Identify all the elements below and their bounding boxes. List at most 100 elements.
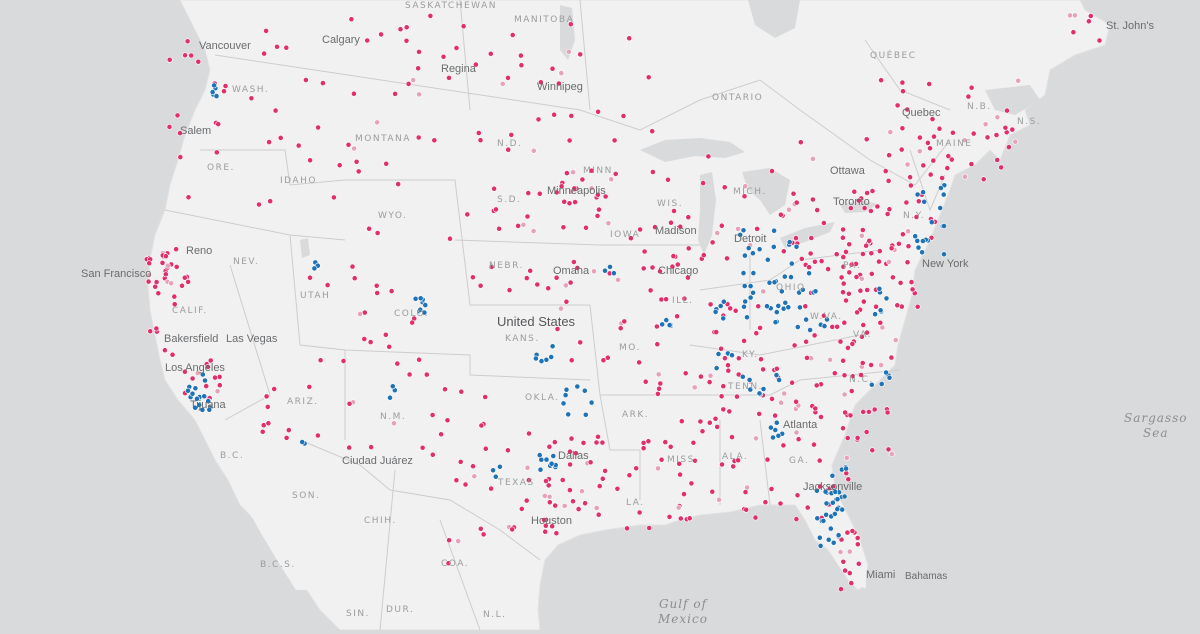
city-minneapolis[interactable]: Minneapolis: [547, 185, 606, 197]
location-dot[interactable]: [567, 487, 573, 493]
location-dot[interactable]: [568, 113, 575, 119]
location-dot[interactable]: [838, 274, 845, 281]
location-dot[interactable]: [1070, 29, 1077, 36]
location-dot[interactable]: [909, 286, 916, 293]
location-dot[interactable]: [496, 225, 502, 232]
location-dot[interactable]: [438, 431, 444, 438]
location-dot[interactable]: [900, 88, 906, 95]
location-dot[interactable]: [527, 267, 534, 274]
location-dot[interactable]: [201, 393, 208, 400]
location-dot[interactable]: [756, 246, 763, 253]
location-dot[interactable]: [773, 309, 780, 315]
location-dot[interactable]: [777, 500, 784, 507]
location-dot[interactable]: [471, 473, 478, 480]
location-dot[interactable]: [658, 456, 665, 463]
location-dot[interactable]: [159, 259, 166, 266]
location-dot[interactable]: [417, 306, 424, 313]
location-dot[interactable]: [882, 168, 889, 174]
location-dot[interactable]: [869, 447, 876, 454]
location-dot[interactable]: [790, 190, 797, 197]
location-dot[interactable]: [657, 380, 664, 387]
location-dot[interactable]: [899, 79, 906, 86]
location-dot[interactable]: [184, 38, 191, 45]
location-dot[interactable]: [636, 359, 642, 366]
location-dot[interactable]: [727, 305, 734, 312]
location-dot[interactable]: [477, 137, 484, 144]
location-dot[interactable]: [791, 342, 798, 349]
location-dot[interactable]: [903, 199, 910, 206]
location-dot[interactable]: [808, 235, 815, 241]
location-dot[interactable]: [248, 95, 255, 102]
location-dot[interactable]: [493, 206, 499, 213]
location-dot[interactable]: [538, 358, 545, 364]
location-dot[interactable]: [793, 235, 799, 241]
location-dot[interactable]: [605, 220, 612, 227]
location-dot[interactable]: [1015, 77, 1022, 84]
location-dot[interactable]: [205, 398, 212, 404]
location-dot[interactable]: [423, 371, 430, 378]
location-dot[interactable]: [272, 107, 279, 114]
location-dot[interactable]: [663, 317, 670, 323]
location-dot[interactable]: [719, 461, 725, 468]
location-dot[interactable]: [814, 487, 820, 494]
location-dot[interactable]: [931, 133, 937, 140]
location-dot[interactable]: [518, 52, 524, 59]
location-dot[interactable]: [797, 304, 803, 311]
location-dot[interactable]: [645, 438, 652, 445]
location-dot[interactable]: [524, 213, 531, 220]
city-calgary[interactable]: Calgary: [322, 34, 360, 46]
location-dot[interactable]: [670, 253, 677, 259]
location-dot[interactable]: [665, 176, 671, 183]
location-dot[interactable]: [654, 323, 660, 330]
location-dot[interactable]: [196, 401, 203, 408]
location-dot[interactable]: [545, 285, 552, 292]
location-dot[interactable]: [898, 146, 905, 153]
location-dot[interactable]: [920, 162, 927, 169]
location-dot[interactable]: [706, 379, 713, 385]
location-dot[interactable]: [754, 225, 760, 232]
location-dot[interactable]: [523, 497, 530, 504]
location-dot[interactable]: [558, 183, 565, 190]
location-dot[interactable]: [994, 157, 1001, 163]
location-dot[interactable]: [640, 439, 647, 446]
location-dot[interactable]: [472, 61, 479, 68]
location-dot[interactable]: [542, 528, 549, 535]
location-dot[interactable]: [349, 263, 356, 270]
location-dot[interactable]: [840, 234, 846, 241]
location-dot[interactable]: [199, 371, 206, 378]
location-dot[interactable]: [812, 258, 818, 265]
location-dot[interactable]: [915, 244, 922, 251]
location-dot[interactable]: [773, 365, 780, 372]
location-dot[interactable]: [645, 74, 652, 81]
location-dot[interactable]: [446, 75, 452, 81]
location-dot[interactable]: [491, 185, 497, 192]
location-dot[interactable]: [406, 371, 413, 378]
location-dot[interactable]: [506, 287, 513, 293]
location-dot[interactable]: [330, 194, 337, 201]
location-dot[interactable]: [879, 324, 886, 331]
location-dot[interactable]: [793, 429, 800, 436]
location-dot[interactable]: [928, 219, 935, 226]
location-dot[interactable]: [195, 58, 202, 65]
location-dot[interactable]: [374, 119, 380, 126]
location-dot[interactable]: [324, 282, 331, 288]
location-dot[interactable]: [637, 226, 643, 233]
location-dot[interactable]: [848, 580, 855, 586]
location-dot[interactable]: [798, 255, 805, 262]
location-dot[interactable]: [445, 560, 452, 567]
location-dot[interactable]: [832, 511, 838, 517]
location-dot[interactable]: [936, 125, 943, 132]
location-dot[interactable]: [729, 434, 735, 440]
location-dot[interactable]: [346, 400, 353, 407]
location-dot[interactable]: [583, 224, 589, 231]
location-dot[interactable]: [789, 379, 795, 386]
location-dot[interactable]: [315, 124, 321, 131]
location-dot[interactable]: [739, 373, 746, 380]
location-dot[interactable]: [905, 243, 912, 250]
location-dot[interactable]: [364, 37, 371, 44]
location-dot[interactable]: [884, 211, 891, 217]
location-dot[interactable]: [213, 149, 220, 156]
location-dot[interactable]: [655, 371, 662, 378]
location-dot[interactable]: [755, 303, 762, 310]
location-dot[interactable]: [806, 270, 812, 277]
